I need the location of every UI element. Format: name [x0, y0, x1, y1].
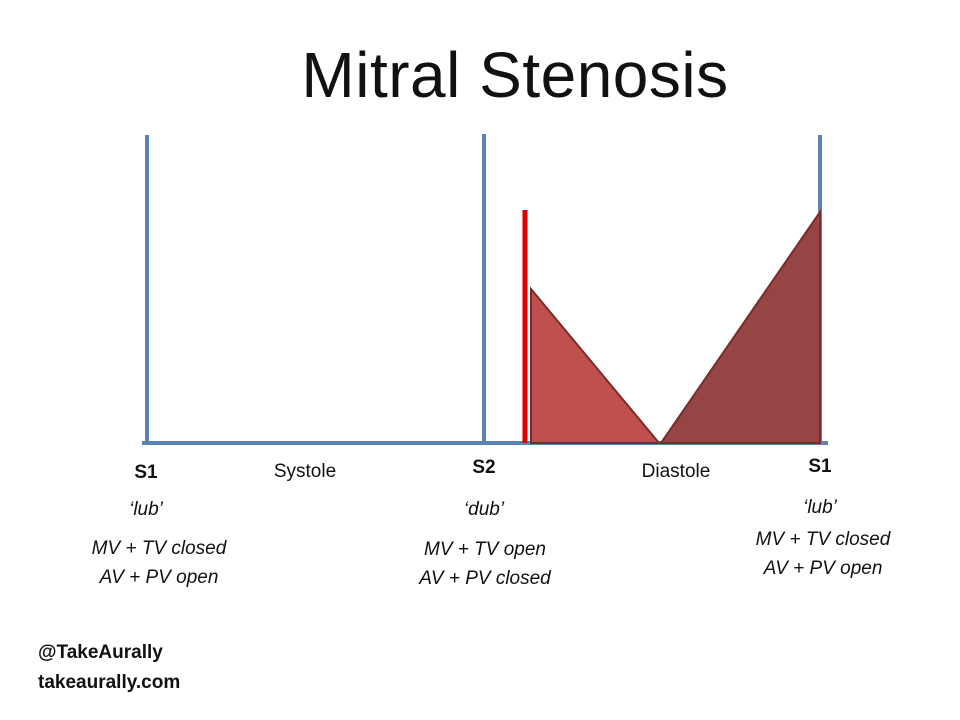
s1-right-valve-line-1: MV + TV closed: [755, 529, 891, 550]
systole-label: Systole: [273, 461, 337, 482]
website-link[interactable]: takeaurally.com: [38, 672, 181, 693]
presystolic-murmur-shape: [659, 208, 821, 444]
s1-right-valve-states: MV + TV closed AV + PV open: [756, 525, 891, 583]
s1-left-sound: ‘lub’: [129, 499, 163, 520]
s2-valve-line-2: AV + PV closed: [419, 568, 551, 589]
s1-left-valve-line-1: MV + TV closed: [91, 538, 227, 559]
diastole-label: Diastole: [641, 461, 711, 482]
s1-right-sound: ‘lub’: [803, 497, 837, 518]
page-title: Mitral Stenosis: [301, 39, 729, 111]
s2-label: S2: [472, 457, 496, 478]
twitter-handle[interactable]: @TakeAurally: [38, 642, 163, 663]
s2-valve-states: MV + TV open AV + PV closed: [419, 535, 551, 593]
footer-credits: @TakeAurally takeaurally.com: [38, 638, 180, 698]
mid-diastolic-murmur-shape: [530, 286, 662, 444]
s2-sound: ‘dub’: [463, 499, 505, 520]
s1-right-label: S1: [808, 456, 832, 477]
s1-left-label: S1: [134, 462, 158, 483]
s1-left-valve-states: MV + TV closed AV + PV open: [92, 534, 227, 592]
s1-right-valve-line-2: AV + PV open: [763, 558, 883, 579]
s2-valve-line-1: MV + TV open: [424, 539, 546, 560]
s1-left-valve-line-2: AV + PV open: [99, 567, 219, 588]
